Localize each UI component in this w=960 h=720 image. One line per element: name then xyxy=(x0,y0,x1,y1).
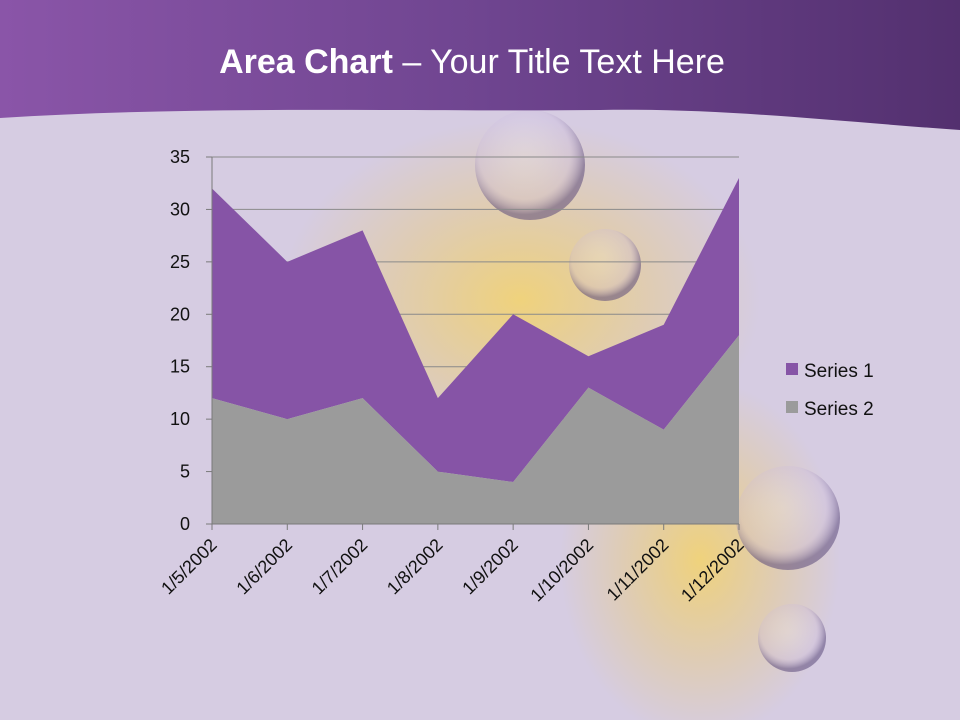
x-tick-label: 1/5/2002 xyxy=(157,535,221,599)
legend-label-series-2: Series 2 xyxy=(804,399,874,420)
x-tick-label: 1/7/2002 xyxy=(308,535,372,599)
x-tick-label: 1/11/2002 xyxy=(603,535,673,605)
water-drop-decoration xyxy=(736,466,840,570)
y-tick-label: 35 xyxy=(170,147,190,167)
y-tick-label: 5 xyxy=(180,462,190,482)
slide-title: Area Chart – Your Title Text Here xyxy=(219,43,725,81)
header-band xyxy=(0,0,960,130)
y-tick-label: 10 xyxy=(170,409,190,429)
legend-swatch-series-1 xyxy=(786,363,798,375)
x-tick-label: 1/6/2002 xyxy=(232,535,296,599)
y-tick-label: 25 xyxy=(170,252,190,272)
x-tick-label: 1/12/2002 xyxy=(677,535,748,606)
area-series-2 xyxy=(212,335,739,524)
area-series-1 xyxy=(212,177,739,483)
water-drop-decoration xyxy=(758,604,826,672)
y-tick-label: 0 xyxy=(180,514,190,534)
water-drop-decoration xyxy=(569,229,641,301)
y-tick-label: 15 xyxy=(170,357,190,377)
legend-swatch-series-2 xyxy=(786,401,798,413)
y-tick-label: 30 xyxy=(170,199,190,219)
y-tick-label: 20 xyxy=(170,304,190,324)
x-tick-label: 1/9/2002 xyxy=(458,535,522,599)
x-tick-label: 1/10/2002 xyxy=(526,535,597,606)
x-tick-label: 1/8/2002 xyxy=(383,535,447,599)
water-drop-decoration xyxy=(475,110,585,220)
legend-label-series-1: Series 1 xyxy=(804,361,874,382)
